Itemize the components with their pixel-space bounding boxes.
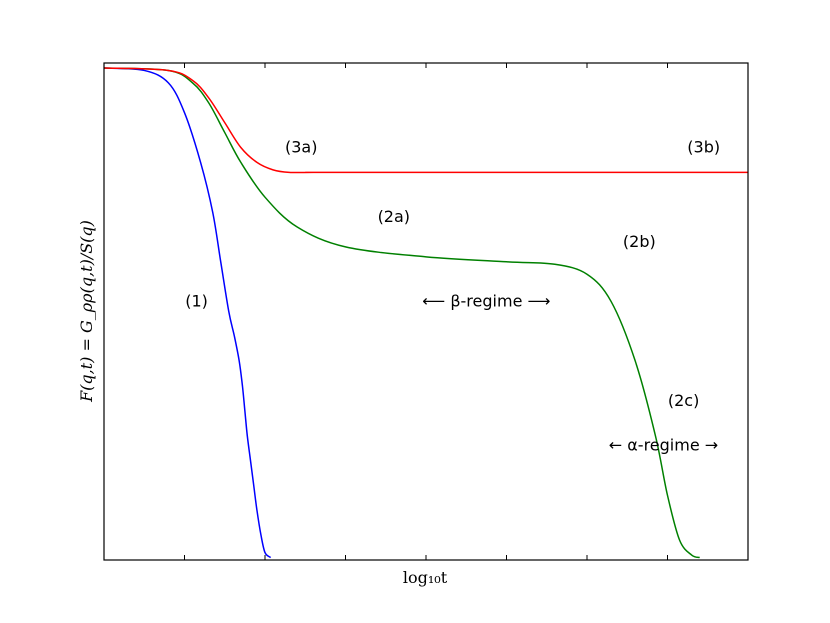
series-line-2: [103, 67, 700, 559]
annotation-2: (2a): [378, 207, 410, 226]
annotation-5: (3a): [285, 137, 317, 156]
annotation-8: ← α-regime →: [609, 436, 718, 455]
x-axis-label: log₁₀t: [403, 568, 448, 587]
series-line-1: [103, 67, 272, 559]
annotation-6: (3b): [687, 137, 720, 156]
series-layer: [103, 67, 748, 559]
annotation-4: (2c): [668, 391, 699, 410]
annotation-layer: (1) (2a) (2b) (2c) (3a) (3b) ⟵ β-regime ⟶ ← α-r…: [185, 137, 720, 454]
plot-frame: [103, 62, 749, 561]
annotation-3: (2b): [623, 232, 656, 251]
axis-ticks: [184, 63, 668, 560]
annotation-7: ⟵ β-regime ⟶: [422, 292, 550, 311]
series-line-3: [103, 67, 748, 174]
annotation-1: (1): [185, 292, 208, 311]
y-axis-label: F(q,t) = G_ρρ(q,t)/S(q): [77, 220, 96, 403]
